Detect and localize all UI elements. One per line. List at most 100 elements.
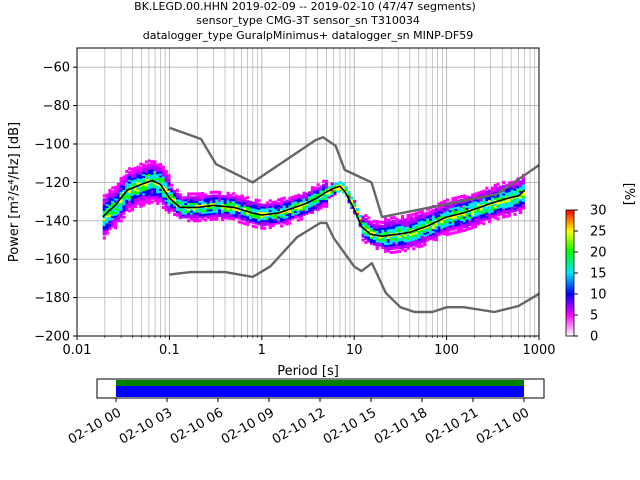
probability-cell bbox=[178, 200, 182, 204]
probability-cell bbox=[395, 250, 399, 254]
probability-cell bbox=[260, 224, 264, 228]
probability-cell bbox=[187, 194, 191, 198]
probability-cell bbox=[114, 199, 118, 203]
probability-cell bbox=[465, 222, 469, 226]
probability-cell bbox=[218, 213, 222, 217]
probability-cell bbox=[443, 224, 447, 228]
probability-cell bbox=[443, 230, 447, 234]
probability-cell bbox=[440, 212, 444, 216]
probability-cell bbox=[178, 198, 182, 202]
probability-cell bbox=[493, 185, 497, 189]
probability-cell bbox=[417, 239, 421, 243]
probability-cell bbox=[195, 203, 199, 207]
probability-cell bbox=[474, 219, 478, 223]
probability-cell bbox=[454, 215, 458, 219]
probability-cell bbox=[409, 215, 413, 219]
probability-cell bbox=[215, 190, 219, 194]
probability-cell bbox=[474, 198, 478, 202]
probability-cell bbox=[468, 200, 472, 204]
probability-cell bbox=[226, 195, 230, 199]
probability-cell bbox=[125, 194, 129, 198]
probability-cell bbox=[341, 190, 345, 194]
probability-cell bbox=[204, 197, 208, 201]
probability-cell bbox=[426, 213, 430, 217]
colorbar-tick-label: 25 bbox=[590, 225, 607, 240]
probability-cell bbox=[254, 217, 258, 221]
probability-cell bbox=[420, 211, 424, 215]
model-curves bbox=[102, 126, 540, 314]
probability-cell bbox=[285, 218, 289, 222]
probability-cell bbox=[400, 216, 405, 220]
probability-cell bbox=[144, 191, 149, 195]
probability-cell bbox=[142, 203, 146, 207]
probability-cell bbox=[133, 182, 137, 186]
probability-cell bbox=[429, 219, 433, 223]
probability-cell bbox=[279, 205, 284, 209]
x-tick-label: 1 bbox=[258, 343, 266, 358]
probability-cell bbox=[504, 191, 509, 195]
probability-cell bbox=[150, 166, 154, 170]
probability-cell bbox=[490, 186, 495, 190]
probability-cell bbox=[192, 192, 196, 196]
probability-cell bbox=[234, 209, 239, 213]
probability-cell bbox=[369, 222, 374, 226]
probability-cell bbox=[271, 223, 275, 227]
probability-cell bbox=[507, 214, 511, 218]
probability-cell bbox=[398, 246, 402, 250]
probability-cell bbox=[102, 217, 106, 221]
probability-cell bbox=[519, 197, 523, 201]
probability-cell bbox=[234, 204, 239, 208]
probability-cell bbox=[412, 224, 416, 228]
probability-cell bbox=[142, 192, 146, 196]
probability-cell bbox=[164, 169, 168, 173]
probability-cell bbox=[189, 196, 194, 200]
probability-cell bbox=[144, 198, 149, 202]
probability-cell bbox=[308, 210, 312, 214]
probability-cell bbox=[474, 204, 478, 208]
probability-cell bbox=[223, 197, 227, 201]
probability-cell bbox=[125, 179, 129, 183]
probability-cell bbox=[429, 214, 433, 218]
probability-cell bbox=[257, 206, 261, 210]
probability-cell bbox=[243, 201, 247, 205]
probability-cell bbox=[133, 189, 137, 193]
probability-cell bbox=[403, 237, 407, 241]
probability-cell bbox=[125, 175, 129, 179]
probability-cell bbox=[204, 212, 208, 216]
probability-cell bbox=[282, 200, 286, 204]
coverage-data-bar bbox=[116, 386, 524, 397]
probability-cell bbox=[277, 221, 281, 225]
probability-cell bbox=[313, 196, 317, 200]
probability-cell bbox=[271, 208, 275, 212]
probability-cell bbox=[153, 177, 157, 181]
probability-cell bbox=[105, 224, 109, 228]
probability-cell bbox=[187, 192, 191, 196]
probability-cell bbox=[136, 202, 140, 206]
probability-cell bbox=[215, 213, 219, 217]
probability-cell bbox=[471, 199, 475, 203]
probability-cell bbox=[114, 210, 118, 214]
probability-cell bbox=[189, 213, 194, 217]
probability-cell bbox=[198, 201, 202, 205]
probability-cell bbox=[519, 188, 523, 192]
probability-cell bbox=[389, 239, 393, 243]
probability-cell bbox=[440, 204, 444, 208]
probability-cell bbox=[462, 219, 466, 223]
probability-cell bbox=[429, 233, 433, 237]
probability-cell bbox=[111, 213, 115, 217]
probability-cell bbox=[513, 208, 517, 212]
probability-cell bbox=[206, 208, 210, 212]
probability-cell bbox=[440, 229, 444, 233]
probability-cell bbox=[389, 235, 393, 239]
probability-cell bbox=[445, 223, 450, 227]
probability-cell bbox=[440, 208, 444, 212]
probability-cell bbox=[122, 200, 126, 204]
probability-cell bbox=[496, 217, 500, 221]
probability-cell bbox=[457, 195, 461, 199]
probability-cell bbox=[178, 208, 182, 212]
probability-cell bbox=[161, 198, 165, 202]
probability-cell bbox=[474, 225, 478, 229]
probability-cell bbox=[223, 214, 227, 218]
probability-cell bbox=[305, 207, 309, 211]
probability-cell bbox=[212, 209, 216, 213]
